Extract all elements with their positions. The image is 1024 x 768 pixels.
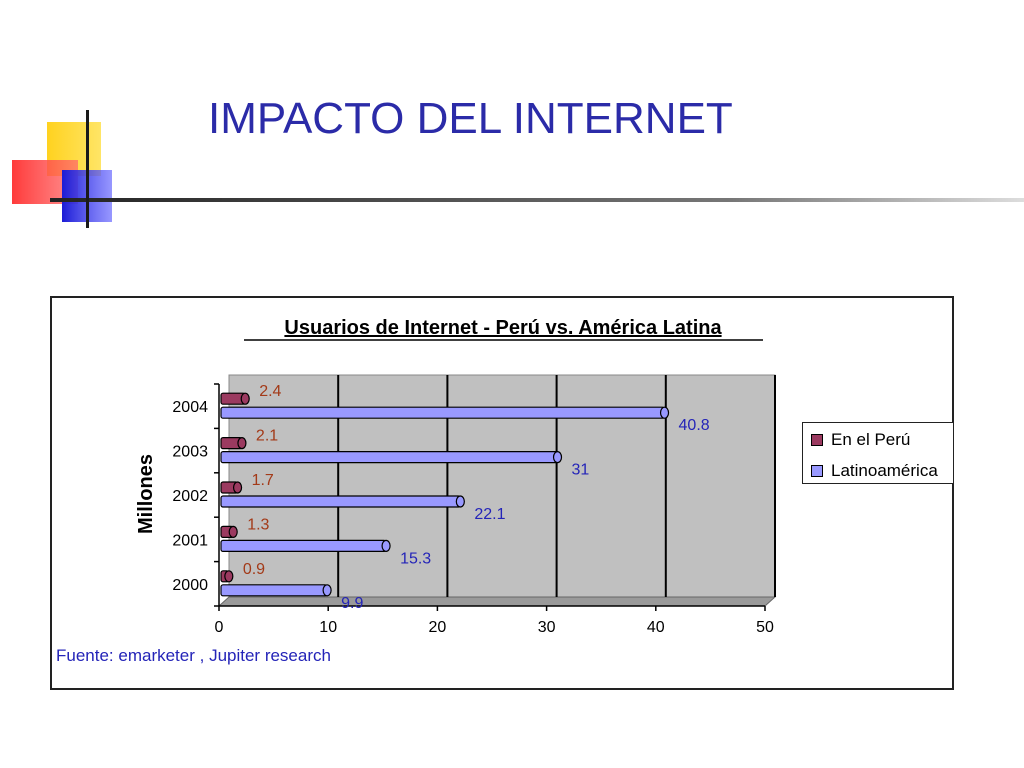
bar-latam-cap [455, 495, 465, 508]
bar-peru-cap [232, 481, 243, 494]
legend-swatch-peru [811, 434, 823, 446]
data-label-latam: 22.1 [474, 506, 505, 523]
x-tick-label: 50 [756, 619, 774, 636]
chart-legend: En el Perú Latinoamérica [802, 422, 954, 484]
data-label-peru: 1.7 [252, 472, 274, 489]
bar-latam [220, 451, 559, 464]
data-label-peru: 0.9 [243, 561, 265, 578]
bar-peru-cap [228, 525, 238, 539]
data-label-peru: 2.1 [256, 428, 278, 445]
bar-latam [220, 539, 387, 553]
data-label-latam: 9.9 [341, 595, 363, 612]
bar-latam [220, 495, 461, 508]
data-label-peru: 1.3 [247, 516, 269, 533]
legend-item-latam: Latinoamérica [811, 461, 938, 481]
chart-title: Usuarios de Internet - Perú vs. América … [284, 317, 722, 339]
bar-latam-cap [322, 584, 332, 597]
x-tick-label: 0 [215, 619, 224, 636]
legend-label-latam: Latinoamérica [831, 461, 938, 480]
x-tick-label: 10 [319, 619, 337, 636]
legend-swatch-latam [811, 465, 823, 477]
y-tick-label: 2000 [172, 577, 208, 594]
data-label-peru: 2.4 [259, 383, 281, 400]
slide-title: IMPACTO DEL INTERNET [208, 94, 733, 143]
legend-label-peru: En el Perú [831, 430, 911, 449]
bar-peru-cap [240, 392, 250, 405]
plot-area-floor [217, 596, 777, 607]
x-tick-label: 40 [647, 619, 665, 636]
x-tick-label: 20 [429, 619, 447, 636]
data-label-latam: 31 [572, 462, 590, 479]
data-label-latam: 15.3 [400, 550, 431, 567]
bar-latam-cap [659, 406, 670, 419]
bar-latam [220, 406, 666, 419]
legend-item-peru: En el Perú [811, 430, 910, 450]
bar-peru-cap [224, 570, 234, 583]
data-label-latam: 40.8 [679, 417, 710, 434]
chart-source-note: Fuente: emarketer , Jupiter research [56, 646, 331, 665]
bar-latam-cap [552, 451, 563, 464]
y-tick-label: 2003 [172, 444, 208, 461]
bar-latam-cap [381, 539, 391, 553]
y-tick-label: 2004 [172, 399, 208, 416]
decorative-corner-graphic [12, 110, 1024, 228]
y-tick-label: 2001 [172, 532, 208, 549]
bar-latam [220, 584, 328, 597]
bar-peru-cap [237, 437, 247, 450]
y-tick-label: 2002 [172, 488, 208, 505]
y-axis-title: Millones [135, 454, 157, 534]
x-tick-label: 30 [538, 619, 556, 636]
